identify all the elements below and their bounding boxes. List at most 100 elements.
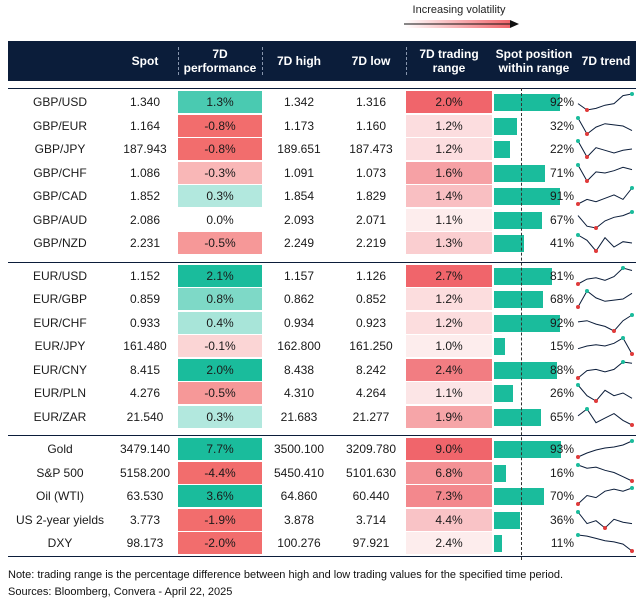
spot-value: 1.164 bbox=[129, 118, 161, 133]
trend-max-point bbox=[621, 336, 625, 340]
high-value: 2.093 bbox=[283, 212, 315, 227]
pair-name: US 2-year yields bbox=[15, 512, 105, 527]
pair-name: Gold bbox=[47, 442, 73, 456]
position-value: 41% bbox=[549, 236, 574, 250]
low-value: 1.160 bbox=[355, 118, 387, 133]
group-separator bbox=[8, 555, 636, 557]
trend-max-point bbox=[576, 509, 580, 514]
trend-cell bbox=[576, 209, 634, 231]
volatility-arrow-icon bbox=[404, 20, 519, 28]
low-value: 1.316 bbox=[355, 95, 387, 109]
header-performance: 7D performance bbox=[183, 47, 257, 75]
trend-sparkline bbox=[576, 265, 633, 286]
position-value: 70% bbox=[549, 489, 574, 503]
trend-min-point bbox=[612, 328, 616, 333]
range-value: 1.2% bbox=[406, 138, 492, 160]
position-value: 88% bbox=[549, 362, 574, 377]
high-value: 8.438 bbox=[283, 362, 315, 377]
pair-name: EUR/GBP bbox=[32, 292, 87, 306]
low-value: 21.277 bbox=[352, 409, 390, 424]
trend-line bbox=[577, 407, 633, 425]
trend-min-point bbox=[603, 525, 607, 530]
low-value: 8.242 bbox=[355, 362, 387, 377]
trend-line bbox=[577, 314, 633, 332]
performance-value: 2.0% bbox=[178, 358, 262, 381]
position-cell: 36% bbox=[492, 509, 574, 531]
spot-value: 1.340 bbox=[129, 95, 161, 109]
position-cell: 26% bbox=[492, 382, 574, 404]
range-value: 1.9% bbox=[406, 405, 492, 428]
position-value: 15% bbox=[549, 339, 574, 353]
position-bar bbox=[494, 141, 510, 158]
position-bar bbox=[494, 441, 561, 458]
trend-sparkline bbox=[576, 289, 633, 309]
fx-table: GBP/USD 1.340 1.3% 1.342 1.316 2.0% 92% GBP/EUR… bbox=[8, 88, 636, 560]
performance-value: 0.8% bbox=[178, 288, 262, 310]
trend-cell bbox=[576, 232, 634, 254]
position-value: 11% bbox=[550, 536, 574, 550]
trend-line bbox=[577, 140, 633, 158]
trend-max-point bbox=[576, 462, 580, 467]
low-value: 4.264 bbox=[355, 386, 387, 400]
spot-value: 5158.200 bbox=[119, 465, 171, 480]
trend-max-point bbox=[576, 233, 580, 237]
trend-max-point bbox=[630, 92, 634, 96]
pair-name: S&P 500 bbox=[36, 465, 84, 480]
trend-sparkline bbox=[576, 486, 634, 506]
low-value: 161.250 bbox=[349, 339, 393, 353]
pair-name: EUR/USD bbox=[32, 268, 87, 283]
position-bar bbox=[494, 511, 520, 529]
trend-line bbox=[577, 164, 633, 182]
position-cell: 71% bbox=[492, 162, 574, 184]
range-value: 1.1% bbox=[406, 382, 492, 404]
trend-line bbox=[577, 117, 633, 135]
position-bar bbox=[494, 385, 513, 402]
pair-name: GBP/CAD bbox=[32, 189, 87, 203]
spot-value: 0.859 bbox=[129, 292, 161, 306]
trend-line bbox=[577, 266, 633, 284]
table-row: Oil (WTI) 63.530 3.6% 64.860 60.440 7.3% 70% bbox=[8, 485, 636, 507]
footer-note: Note: trading range is the percentage di… bbox=[8, 569, 564, 581]
low-value: 187.473 bbox=[349, 142, 393, 156]
performance-value: -1.9% bbox=[178, 508, 262, 531]
range-value: 1.0% bbox=[406, 335, 492, 357]
performance-value: -0.5% bbox=[178, 382, 262, 404]
position-bar bbox=[494, 164, 546, 182]
spot-value: 1.086 bbox=[129, 165, 161, 180]
low-value: 2.071 bbox=[355, 212, 387, 227]
high-value: 0.862 bbox=[283, 292, 315, 306]
spot-value: 98.173 bbox=[126, 536, 164, 550]
range-value: 4.4% bbox=[406, 508, 492, 531]
table-row: EUR/USD 1.152 2.1% 1.157 1.126 2.7% 81% bbox=[8, 264, 636, 287]
position-value: 71% bbox=[549, 165, 574, 180]
pair-name: EUR/ZAR bbox=[33, 409, 87, 424]
range-value: 7.3% bbox=[406, 485, 492, 507]
table-row: GBP/CHF 1.086 -0.3% 1.091 1.073 1.6% 71% bbox=[8, 161, 636, 184]
trend-cell bbox=[576, 91, 634, 113]
spot-value: 8.415 bbox=[129, 362, 161, 377]
position-cell: 32% bbox=[492, 115, 574, 137]
low-value: 60.440 bbox=[352, 489, 390, 503]
position-cell: 68% bbox=[492, 288, 574, 310]
trend-max-point bbox=[630, 439, 634, 443]
position-cell: 92% bbox=[492, 312, 574, 334]
trend-max-point bbox=[630, 486, 634, 490]
trend-min-point bbox=[630, 422, 634, 427]
position-value: 81% bbox=[549, 268, 574, 283]
range-midline bbox=[521, 88, 522, 560]
spot-value: 2.231 bbox=[129, 236, 161, 250]
spot-value: 3479.140 bbox=[119, 442, 171, 456]
trend-line bbox=[577, 384, 633, 402]
performance-value: 0.3% bbox=[178, 185, 262, 207]
trend-cell bbox=[576, 312, 634, 334]
range-value: 9.0% bbox=[406, 438, 492, 460]
table-row: EUR/GBP 0.859 0.8% 0.862 0.852 1.2% 68% bbox=[8, 288, 636, 310]
low-value: 97.921 bbox=[352, 536, 390, 550]
trend-sparkline bbox=[576, 462, 634, 483]
pair-name: GBP/USD bbox=[32, 95, 87, 109]
position-value: 22% bbox=[549, 142, 574, 156]
position-cell: 65% bbox=[492, 406, 574, 428]
trend-line bbox=[577, 487, 633, 505]
trend-sparkline bbox=[576, 383, 633, 403]
trend-max-point bbox=[630, 312, 634, 317]
